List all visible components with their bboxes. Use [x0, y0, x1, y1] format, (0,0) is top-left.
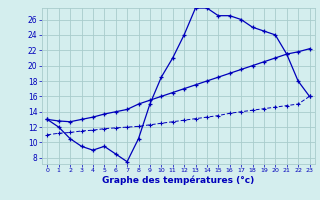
X-axis label: Graphe des températures (°c): Graphe des températures (°c) — [102, 176, 254, 185]
